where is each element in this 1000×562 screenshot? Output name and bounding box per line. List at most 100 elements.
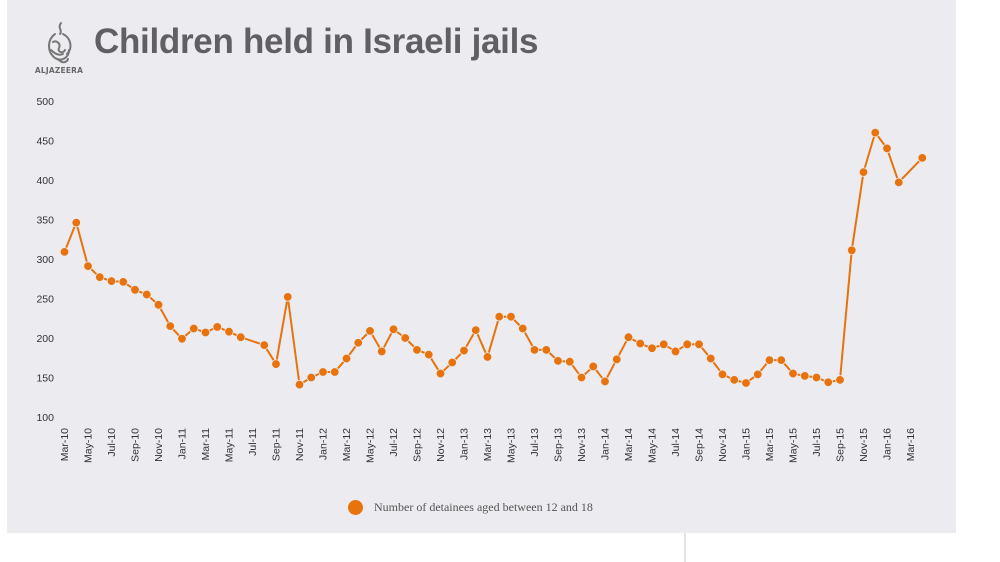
data-point[interactable]: Aug-10: 271 [118, 277, 128, 287]
x-tick-label: May-12 [365, 428, 377, 463]
data-point[interactable]: Jul-14: 183 [670, 346, 681, 357]
data-point[interactable]: Oct-10: 255 [142, 289, 152, 300]
x-tick-label: Jul-10 [106, 428, 118, 457]
data-point[interactable]: Apr-13: 227 [494, 311, 504, 322]
data-point[interactable]: Apr-15: 172 [776, 355, 786, 365]
data-point[interactable]: Mar-13: 176 [482, 352, 493, 362]
x-tick-label: Nov-14 [717, 428, 729, 462]
data-point[interactable]: Jun-13: 212 [518, 323, 528, 334]
x-tick-label: Jan-15 [741, 428, 753, 460]
data-point[interactable]: Sep-13: 171 [553, 356, 563, 366]
series-lines [63, 132, 923, 386]
data-point[interactable]: Apr-10: 346 [71, 217, 81, 228]
data-point[interactable]: Dec-13: 164 [588, 361, 598, 372]
data-point[interactable]: Feb-14: 173 [612, 354, 622, 365]
data-point[interactable]: Sep-14: 192 [694, 339, 704, 350]
data-point[interactable]: May-13: 227 [506, 311, 516, 322]
data-point[interactable]: Aug-11: 191 [259, 340, 269, 350]
legend-marker-icon [348, 500, 363, 515]
data-point[interactable]: Oct-11: 252 [283, 292, 293, 302]
aljazeera-logo: ALJAZEERA [33, 20, 85, 78]
x-tick-label: Jul-11 [247, 428, 259, 456]
y-tick-label: 150 [36, 373, 54, 385]
data-point[interactable]: Jul-15: 150 [811, 372, 822, 383]
data-point[interactable]: Dec-11: 150 [306, 372, 316, 383]
y-tick-label: 450 [36, 136, 54, 148]
x-tick-label: Jul-13 [529, 428, 541, 457]
data-point[interactable]: Dec-10: 215 [165, 321, 175, 331]
aljazeera-calligraphy-icon [48, 22, 72, 64]
data-point[interactable]: May-11: 208 [224, 326, 234, 337]
data-point[interactable]: Nov-10: 242 [153, 300, 164, 310]
data-point[interactable]: Jan-12: 157 [318, 367, 328, 377]
data-point[interactable]: Mar-10: 309 [59, 247, 70, 257]
data-point[interactable]: Jan-13: 184 [459, 345, 469, 356]
data-point[interactable]: Jan-11: 199 [177, 334, 187, 344]
data-point[interactable]: Dec-12: 169 [447, 357, 457, 368]
data-point[interactable]: Mar-14: 201 [623, 332, 634, 342]
data-point[interactable]: Oct-12: 179 [424, 349, 434, 360]
data-point[interactable]: Jan-14: 145 [600, 376, 610, 387]
data-point[interactable]: May-14: 187 [647, 343, 657, 353]
data-point[interactable]: Aug-14: 192 [682, 339, 692, 350]
data-point[interactable]: May-12: 209 [365, 326, 375, 336]
data-point[interactable]: Jul-12: 211 [388, 324, 399, 335]
data-point[interactable]: Jun-15: 152 [800, 371, 810, 381]
data-point[interactable]: Oct-15: 311 [847, 245, 857, 256]
data-point[interactable]: Mar-11: 207 [200, 327, 211, 338]
data-point[interactable]: Mar-15: 172 [764, 355, 775, 365]
data-point[interactable]: Jan-15: 143 [741, 378, 751, 388]
data-point[interactable]: Feb-15: 154 [753, 369, 763, 380]
data-point[interactable]: Apr-11: 214 [212, 322, 222, 332]
data-point[interactable]: Dec-14: 147 [729, 375, 739, 385]
data-point[interactable]: Nov-12: 155 [435, 368, 446, 379]
data-point[interactable]: Oct-14: 174 [706, 353, 716, 364]
x-tick-label: May-10 [83, 428, 95, 463]
x-tick-label: May-13 [506, 428, 518, 463]
series-points: Mar-10: 309 Apr-10: 346 May-10: 291Jun-10:… [59, 127, 927, 390]
data-point[interactable]: Sep-10: 261 [130, 285, 140, 295]
x-tick-label: Jan-16 [882, 428, 894, 460]
data-point[interactable]: Sep-15: 147 [835, 375, 845, 385]
data-point[interactable]: Feb-13: 210 [471, 325, 481, 335]
data-point[interactable]: Apr-16: 428 [917, 153, 927, 163]
data-point[interactable]: Oct-13: 170 [565, 357, 575, 367]
data-point[interactable]: Jun-12: 183 [377, 346, 387, 357]
x-tick-label: Mar-13 [482, 428, 494, 461]
x-tick-label: Jul-14 [670, 428, 682, 457]
x-tick-label: Sep-11 [271, 428, 283, 461]
data-point[interactable]: Feb-12: 157 [330, 367, 340, 377]
data-point[interactable]: Nov-15: 410 [858, 167, 869, 177]
x-tick-label: Nov-13 [576, 428, 588, 462]
data-point[interactable]: Sep-11: 167 [271, 359, 281, 369]
x-tick-label: Jul-15 [811, 428, 823, 457]
data-point[interactable]: Mar-12: 174 [341, 353, 352, 364]
data-point[interactable]: Apr-12: 194 [353, 338, 363, 348]
data-point[interactable]: Jul-10: 272 [106, 276, 117, 286]
data-point[interactable]: Aug-15: 144 [823, 377, 833, 387]
data-point[interactable]: Jul-13: 185 [529, 345, 540, 355]
data-point[interactable]: Nov-14: 154 [717, 369, 728, 380]
data-point[interactable]: Nov-13: 150 [576, 372, 587, 383]
data-point[interactable]: May-10: 291 [83, 261, 93, 271]
data-point[interactable]: Aug-13: 185 [541, 345, 551, 355]
x-tick-label: Sep-12 [412, 428, 424, 462]
data-point[interactable]: Aug-12: 200 [400, 333, 410, 343]
legend[interactable]: Number of detainees aged between 12 and … [348, 500, 593, 515]
data-point[interactable]: Dec-15: 460 [870, 127, 880, 138]
data-point[interactable]: Jun-11: 201 [236, 332, 246, 342]
data-point[interactable]: Nov-11: 141 [294, 379, 305, 390]
data-point[interactable]: Feb-16: 397 [894, 177, 904, 188]
data-point[interactable]: Sep-12: 185 [412, 345, 422, 355]
data-point[interactable]: Jun-10: 277 [95, 272, 105, 282]
data-point[interactable]: Apr-14: 193 [635, 338, 645, 349]
x-tick-label: Sep-10 [130, 428, 142, 462]
data-point[interactable]: Jan-16: 440 [882, 143, 892, 154]
data-point[interactable]: May-15: 155 [788, 368, 798, 379]
data-point[interactable]: Jun-14: 192 [659, 339, 669, 350]
data-point[interactable]: Feb-11: 212 [189, 323, 199, 334]
y-axis: 100 150 200 250 300 350 400 450 500 [36, 96, 54, 424]
x-tick-label: Mar-12 [341, 428, 353, 461]
series-line-segment [839, 250, 853, 380]
legend-label: Number of detainees aged between 12 and … [374, 500, 593, 514]
